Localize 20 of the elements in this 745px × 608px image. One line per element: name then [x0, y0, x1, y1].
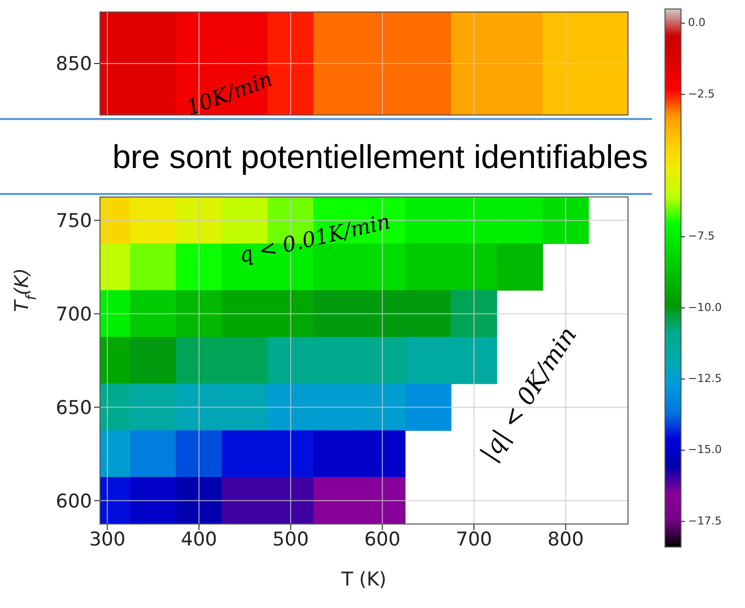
- y-tick-label: 650: [56, 396, 92, 419]
- color-bar-label: −15.0: [688, 443, 722, 456]
- x-tick-label: 300: [89, 528, 126, 550]
- x-tick-label: 800: [548, 528, 584, 550]
- color-bar-label: −10.0: [688, 300, 722, 314]
- color-bar-label: −17.5: [688, 514, 722, 528]
- y-tick-label: 600: [56, 490, 92, 512]
- y-tick-label: 700: [56, 304, 92, 326]
- y-tick-label: 850: [56, 53, 92, 76]
- color-bar-label: −12.5: [688, 372, 722, 386]
- x-tick-label: 700: [456, 528, 492, 550]
- x-tick-label: 500: [272, 528, 309, 550]
- color-bar-label: −2.5: [688, 87, 715, 100]
- text: bre sont potentiellement identifiables: [111, 137, 648, 177]
- x-tick-label: 400: [180, 528, 218, 550]
- color-bar-label: 0.0: [688, 16, 706, 30]
- x-tick-label: 600: [364, 528, 400, 550]
- color-bar-label: −7.5: [688, 230, 715, 243]
- y-tick-label: 750: [56, 210, 92, 232]
- x-axis-title: T (K): [340, 568, 386, 590]
